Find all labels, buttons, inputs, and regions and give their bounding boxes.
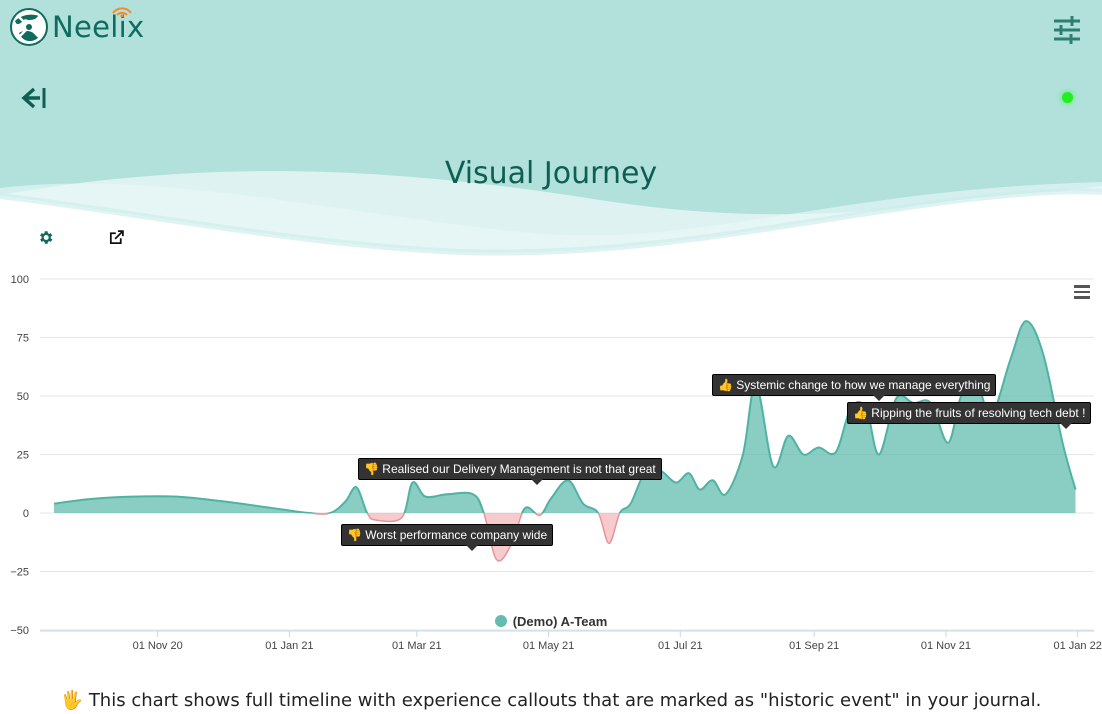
- chart-menu-icon[interactable]: [1074, 282, 1090, 302]
- wifi-signal-icon: [112, 7, 132, 17]
- y-tick-label: −50: [10, 625, 29, 637]
- globe-logo-icon: [10, 8, 48, 46]
- callout-annotation[interactable]: 👎 Worst performance company wide: [341, 524, 554, 551]
- header-banner: Neelix Visual Journey: [0, 0, 1102, 260]
- x-tick-label: 01 Sep 21: [789, 640, 839, 652]
- y-tick-label: 50: [17, 391, 29, 403]
- callout-text: Realised our Delivery Management is not …: [382, 462, 656, 476]
- thumbs-down-icon: 👎: [364, 462, 383, 476]
- x-tick-label: 01 Nov 21: [921, 640, 971, 652]
- x-tick-label: 01 Jan 22: [1054, 640, 1102, 652]
- callout-annotation[interactable]: 👍 Systemic change to how we manage every…: [712, 374, 997, 401]
- x-axis: 01 Nov 20 01 Jan 21 01 Mar 21 01 May 21 01 J…: [40, 630, 1102, 652]
- hand-icon: 🖐: [60, 690, 84, 711]
- thumbs-down-icon: 👎: [347, 528, 366, 542]
- y-tick-label: 100: [11, 274, 29, 286]
- x-tick-label: 01 May 21: [523, 640, 574, 652]
- y-axis: 100 75 50 25 0 −25 −50: [10, 274, 29, 637]
- app-name: Neelix: [52, 10, 145, 44]
- settings-sliders-icon[interactable]: [1052, 16, 1082, 49]
- page-title: Visual Journey: [444, 156, 658, 191]
- thumbs-up-icon: 👍: [853, 406, 872, 420]
- external-link-icon[interactable]: [108, 229, 125, 251]
- chart-legend[interactable]: (Demo) A-Team: [0, 614, 1102, 629]
- status-indicator: [1062, 92, 1073, 103]
- chart-description: 🖐 This chart shows full timeline with ex…: [0, 690, 1102, 711]
- y-tick-label: −25: [10, 567, 29, 579]
- y-tick-label: 0: [23, 508, 29, 520]
- gear-icon[interactable]: [37, 229, 54, 251]
- footer-text: This chart shows full timeline with expe…: [88, 690, 1042, 711]
- x-tick-label: 01 Jan 21: [265, 640, 313, 652]
- x-tick-label: 01 Nov 20: [133, 640, 183, 652]
- callout-text: Systemic change to how we manage everyth…: [736, 378, 991, 392]
- legend-marker: [494, 615, 507, 627]
- callout-text: Ripping the fruits of resolving tech deb…: [871, 406, 1086, 420]
- callout-annotation[interactable]: 👍 Ripping the fruits of resolving tech d…: [847, 402, 1092, 429]
- callout-annotation[interactable]: 👎 Realised our Delivery Management is no…: [358, 458, 662, 485]
- header-background: [0, 0, 1102, 260]
- legend-label: (Demo) A-Team: [512, 614, 608, 629]
- back-arrow-icon[interactable]: [20, 86, 48, 115]
- app-logo[interactable]: Neelix: [9, 7, 144, 47]
- series-area-positive: [54, 321, 1076, 513]
- y-tick-label: 25: [17, 450, 29, 462]
- x-tick-label: 01 Mar 21: [392, 640, 442, 652]
- x-tick-label: 01 Jul 21: [658, 640, 703, 652]
- thumbs-up-icon: 👍: [718, 378, 737, 392]
- y-tick-label: 75: [17, 333, 29, 345]
- callout-text: Worst performance company wide: [365, 528, 548, 542]
